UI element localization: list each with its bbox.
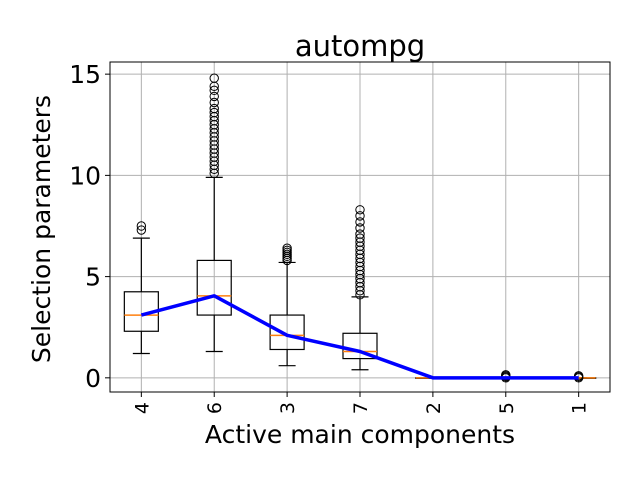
box-body [196,259,232,316]
x-tick-label: 5 [496,402,518,414]
outlier-point [209,91,219,102]
chart-title: autompg [295,29,425,63]
box-3 [269,243,305,367]
x-tick-label: 2 [423,402,445,414]
outlier-point [209,85,219,96]
outlier-point [355,211,365,221]
y-axis-label: Selection parameters [27,95,56,363]
outlier-point [136,225,147,235]
y-tick-label: 15 [69,60,101,89]
y-tick-label: 10 [69,161,101,190]
box-body [269,314,305,351]
x-tick-label: 7 [350,402,372,414]
x-axis-ticks: 4 6 3 7 2 5 1 [131,392,591,414]
median-trend-line [140,294,579,380]
outlier-point [209,97,219,108]
outlier-point [209,73,219,83]
outlier-point [355,217,365,227]
outlier-point [282,243,292,253]
x-tick-label: 1 [569,402,591,414]
outlier-point [209,103,219,114]
median-trend-layer [140,294,579,380]
y-tick-label: 0 [85,364,101,393]
x-tick-label: 3 [277,402,299,414]
box-4 [123,221,159,355]
x-tick-label: 4 [131,402,153,414]
outlier-point [355,229,365,239]
outlier-point [136,221,147,231]
box-6 [196,73,232,353]
outlier-point [355,233,365,243]
outlier-point [209,107,219,118]
x-axis-label: Active main components [205,420,515,449]
outlier-point [355,205,365,215]
outlier-point [355,223,365,233]
grid-layer [110,62,610,392]
x-tick-label: 6 [204,402,226,414]
outlier-point [573,371,584,381]
y-tick-label: 5 [85,263,101,292]
y-axis-ticks: 0 5 10 15 [69,60,110,393]
